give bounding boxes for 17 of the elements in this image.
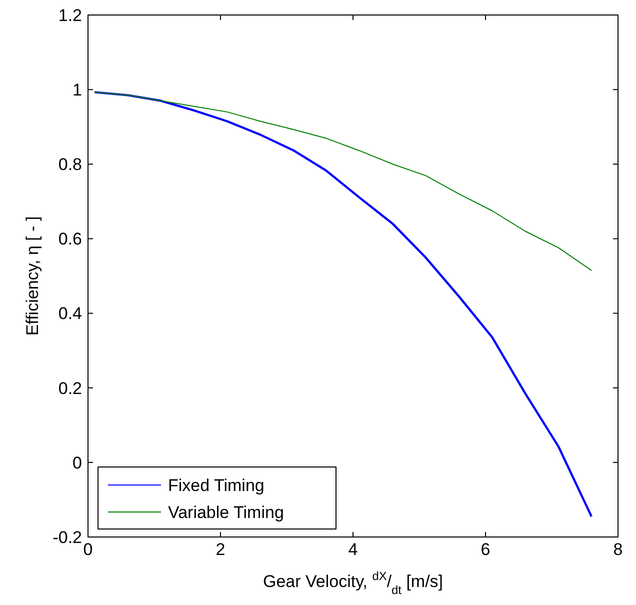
- x-tick-label: 6: [480, 540, 490, 559]
- line-series: [94, 92, 592, 271]
- legend-label: Variable Timing: [168, 502, 284, 522]
- y-tick-label: 0: [72, 453, 82, 472]
- y-tick-label: 0.4: [58, 304, 82, 324]
- y-tick-label: 0.6: [58, 230, 82, 249]
- x-tick-label: 2: [216, 540, 226, 559]
- x-tick-label: 8: [613, 540, 623, 559]
- y-tick-label: 0.8: [58, 155, 82, 174]
- y-tick-label: 1: [72, 80, 82, 100]
- legend-label: Fixed Timing: [168, 476, 264, 495]
- x-axis-title: Gear Velocity, $^{dX}$/$_{dt}$ [m/s]: [262, 569, 444, 597]
- y-axis-title: Efficiency, η [ - ]: [23, 216, 42, 336]
- y-tick-label: 1.2: [58, 6, 82, 25]
- y-tick-label: -0.2: [52, 528, 82, 547]
- x-tick-label: 4: [348, 540, 358, 559]
- y-tick-label: 0.2: [58, 378, 82, 398]
